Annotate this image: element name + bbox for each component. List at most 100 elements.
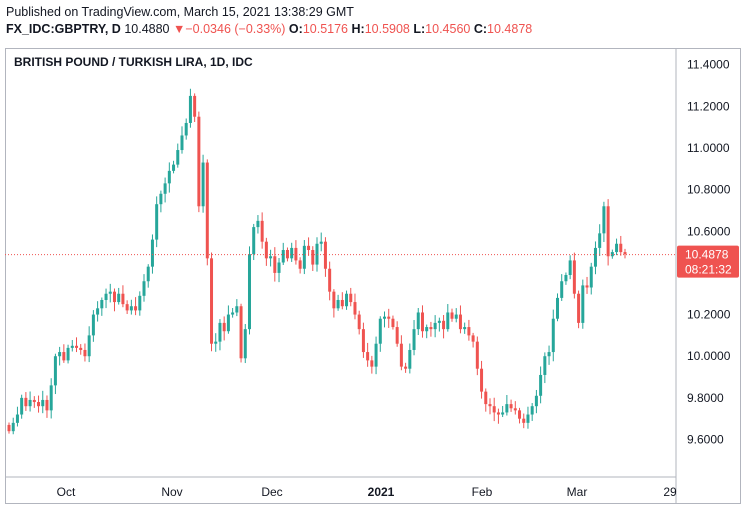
candle-body [366, 352, 370, 361]
candle [391, 315, 395, 330]
candle [522, 413, 526, 429]
candle-body [539, 374, 543, 396]
candle [353, 293, 357, 320]
candle [172, 160, 176, 174]
candle-body [323, 241, 327, 269]
candle [598, 224, 602, 257]
candle [404, 362, 408, 373]
candle [226, 305, 230, 334]
candle-body [475, 341, 479, 369]
price-tick-label: 10.0000 [687, 349, 731, 363]
candle-body [416, 312, 420, 330]
candle-body [404, 366, 408, 369]
candle-body [163, 183, 167, 194]
candle-body [188, 95, 192, 123]
candle [83, 343, 87, 362]
candle [134, 297, 138, 316]
candle [260, 212, 264, 249]
candle-body [492, 406, 496, 413]
candle-body [619, 243, 623, 253]
candle [437, 317, 441, 332]
candle [534, 389, 538, 414]
candle-body [463, 327, 467, 330]
candle [146, 264, 150, 288]
candle [374, 336, 378, 375]
time-tick-label: Dec [261, 485, 282, 499]
candle-body [345, 293, 349, 307]
candle-body [349, 293, 353, 303]
candle-body [395, 327, 399, 344]
candle-body [45, 399, 49, 411]
candle [235, 299, 239, 317]
candle [349, 287, 353, 307]
candle-body [357, 314, 361, 330]
candle [125, 300, 129, 315]
candle [564, 272, 568, 285]
candle [505, 394, 509, 416]
candle-body [387, 316, 391, 319]
open-value: 10.5176 [302, 22, 348, 36]
candle-body [79, 347, 83, 350]
candle [509, 399, 513, 412]
candle [319, 232, 323, 252]
candle [138, 291, 142, 316]
open-label: O: [288, 22, 303, 36]
change-value: −0.0346 (−0.33%) [185, 22, 286, 36]
candle-body [121, 293, 125, 305]
candle-body [66, 347, 70, 361]
candle [496, 408, 500, 424]
candle-body [458, 314, 462, 330]
candle-body [585, 285, 589, 288]
candle [442, 314, 446, 339]
candle [290, 242, 294, 262]
candle-body [7, 424, 11, 432]
candle [205, 159, 209, 266]
candle [159, 190, 163, 213]
candle [526, 406, 530, 429]
time-tick-label: Oct [57, 485, 76, 499]
candle [49, 378, 53, 419]
price-tick-label: 10.6000 [687, 224, 731, 238]
candle [572, 252, 576, 299]
candle-body [96, 308, 100, 315]
candle [100, 297, 104, 316]
candle [336, 294, 340, 311]
candle-body [24, 397, 28, 407]
candle-body [353, 302, 357, 315]
candle-body [222, 322, 226, 332]
candle-body [467, 327, 471, 336]
candle [619, 235, 623, 256]
candle-body [273, 256, 277, 273]
candle-body [87, 335, 91, 357]
candle [277, 258, 281, 283]
candle-body [180, 135, 184, 151]
chart-title: BRITISH POUND / TURKISH LIRA, 1D, IDC [14, 55, 253, 69]
candle-body [518, 410, 522, 419]
candle [91, 310, 95, 342]
low-value: 10.4560 [425, 22, 471, 36]
candle [589, 262, 593, 295]
candle [530, 403, 534, 421]
candle-body [260, 220, 264, 242]
candle-body [184, 122, 188, 136]
candle-body [446, 312, 450, 330]
candle [568, 255, 572, 280]
candle-body [420, 312, 424, 332]
candle [577, 290, 581, 329]
candle-body [172, 164, 176, 171]
candle-body [20, 397, 24, 415]
candle [395, 321, 399, 347]
candle [167, 162, 171, 193]
candle-body [247, 254, 251, 330]
candle [302, 240, 306, 275]
candle [323, 237, 327, 277]
candle [298, 257, 302, 274]
candle-body [125, 304, 129, 311]
candle-body [581, 285, 585, 323]
low-label: L: [413, 22, 426, 36]
candle-body [534, 395, 538, 407]
candle [340, 292, 344, 310]
candle-body [555, 297, 559, 319]
candle-body [210, 258, 214, 344]
